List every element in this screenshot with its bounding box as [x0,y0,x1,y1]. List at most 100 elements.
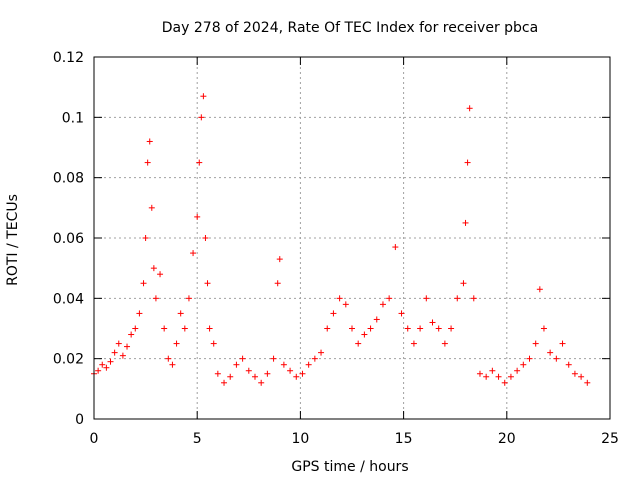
x-axis-label: GPS time / hours [291,459,408,475]
data-point [318,349,325,356]
data-point [198,114,205,121]
data-point [270,355,277,362]
data-point [128,331,135,338]
data-point [489,367,496,374]
data-point [355,340,362,347]
data-point [165,355,172,362]
data-point [349,325,355,332]
data-point [287,367,294,374]
data-point [206,325,213,332]
y-tick-label: 0.08 [53,171,84,187]
data-point [103,364,110,371]
data-point [202,235,209,241]
x-tick-label: 15 [395,431,413,447]
data-point [483,373,490,380]
data-point [169,361,176,368]
data-point [342,301,349,308]
data-point [476,370,483,377]
data-point [274,280,281,287]
y-axis-label: ROTI / TECUs [5,194,21,286]
data-point [578,373,585,380]
data-point [559,340,566,347]
data-point [367,325,374,332]
x-tick-label: 20 [498,431,516,447]
data-point [115,340,122,347]
data-point [336,295,343,302]
data-point [177,310,184,317]
data-point [454,295,461,302]
y-tick-label: 0.04 [53,291,84,307]
data-point [495,373,502,380]
data-point [460,280,467,287]
data-point [311,355,318,362]
data-point [547,349,554,356]
data-point [293,373,300,380]
data-point [429,319,436,326]
y-tick-label: 0.06 [53,231,84,247]
data-point [245,367,252,374]
data-point [251,373,258,380]
grid-lines [94,57,610,419]
x-tick-label: 25 [601,431,619,447]
data-points [91,93,591,386]
data-point [410,340,417,347]
data-point [466,105,473,112]
data-point [398,310,405,317]
data-point [136,310,143,317]
data-point [227,373,234,380]
data-point [584,379,591,386]
data-point [501,379,508,386]
data-point [140,280,147,287]
data-point [107,358,114,365]
data-point [221,379,228,386]
data-point [132,325,139,332]
data-point [532,340,539,347]
data-point [526,355,533,362]
data-point [324,325,331,332]
data-point [507,373,514,380]
data-point [119,352,126,359]
data-point [462,219,469,226]
x-tick-label: 10 [291,431,309,447]
data-point [536,286,543,293]
data-point [148,204,155,211]
data-point [404,325,411,332]
data-point [196,159,203,166]
data-point [305,361,312,368]
data-point [258,379,265,386]
data-point [95,367,102,374]
data-point [152,295,159,302]
data-point [361,331,368,338]
data-point [448,325,455,332]
data-point [146,138,153,145]
data-point [124,343,131,350]
data-point [204,280,211,287]
y-tick-label: 0.12 [53,50,84,66]
data-point [233,361,240,368]
data-point [392,244,399,251]
data-point [435,325,442,332]
data-point [142,235,149,241]
data-point [299,370,306,377]
data-point [194,213,201,220]
data-point [330,310,337,317]
x-tick-label: 5 [193,431,202,447]
data-point [99,361,106,368]
data-point [210,340,217,347]
data-point [417,325,424,332]
data-point [111,349,118,356]
y-tick-label: 0.02 [53,352,84,368]
data-point [565,361,572,368]
x-tick-label: 0 [90,431,99,447]
data-point [386,295,393,302]
data-point [276,256,283,263]
data-point [150,265,157,272]
data-point [173,340,180,347]
y-tick-label: 0.1 [62,110,84,126]
data-point [470,295,477,302]
data-point [373,316,380,323]
data-point [441,340,448,347]
data-point [144,159,151,166]
data-point [157,271,164,278]
